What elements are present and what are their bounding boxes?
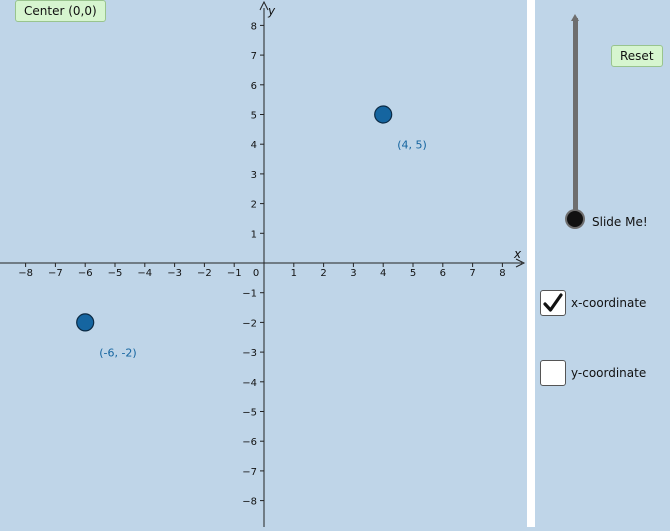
y-tick-label: −2 (242, 318, 257, 329)
x-tick-label: −4 (137, 268, 152, 279)
x-tick-label: −6 (78, 268, 93, 279)
slider-handle[interactable] (567, 211, 583, 227)
y-tick-label: 4 (251, 140, 257, 151)
y-axis-label: y (267, 4, 276, 18)
x-tick-label: −1 (227, 268, 242, 279)
x-tick-label: −7 (48, 268, 63, 279)
slider-track[interactable] (573, 18, 578, 220)
y-coordinate-label: y-coordinate (571, 366, 647, 380)
y-tick-label: −4 (242, 378, 257, 389)
x-tick-label: −8 (18, 268, 33, 279)
y-tick-label: 1 (251, 229, 257, 240)
point-1-label: (4, 5) (397, 139, 427, 152)
slider-arrow-icon (571, 14, 579, 21)
slider-label: Slide Me! (592, 215, 648, 229)
x-tick-label: 3 (350, 268, 356, 279)
point-1[interactable] (374, 105, 393, 124)
x-tick-label: −5 (108, 268, 123, 279)
x-tick-label: −3 (167, 268, 182, 279)
y-tick-label: 7 (251, 51, 257, 62)
side-panel: Reset Slide Me! x-coordinate y-coordinat… (535, 0, 670, 527)
x-tick-label: 4 (380, 268, 386, 279)
y-tick-label: 5 (251, 111, 257, 122)
y-tick-label: −3 (242, 348, 257, 359)
y-tick-label: −5 (242, 408, 257, 419)
x-tick-label: 5 (410, 268, 416, 279)
x-axis-arrow-icon (515, 258, 526, 268)
x-tick-label: 1 (291, 268, 297, 279)
check-icon (543, 293, 563, 312)
x-tick-label: 6 (440, 268, 446, 279)
y-tick-label: −1 (242, 289, 257, 300)
x-tick-label: 8 (499, 268, 505, 279)
y-axis-arrow-icon (259, 0, 269, 11)
x-axis-label: x (513, 247, 522, 261)
point-2[interactable] (76, 313, 95, 332)
coordinate-plane[interactable]: x y −8 −7 −6 −5 −4 −3 −2 −1 1 2 3 4 5 6 7 8 8 7 6 5 4 3 2 1 −1 −2 −… (0, 0, 527, 527)
reset-button[interactable]: Reset (611, 45, 663, 67)
point-2-label: (-6, -2) (99, 346, 137, 359)
y-tick-label: 8 (251, 21, 257, 32)
origin-label: 0 (253, 268, 259, 279)
graphics-view[interactable]: x y −8 −7 −6 −5 −4 −3 −2 −1 1 2 3 4 5 6 7 8 8 7 6 5 4 3 2 1 −1 −2 −… (0, 0, 527, 527)
panel-divider[interactable] (527, 0, 535, 527)
y-tick-label: −8 (242, 497, 257, 508)
x-tick-label: 7 (469, 268, 475, 279)
y-coordinate-checkbox[interactable] (540, 360, 566, 386)
center-button[interactable]: Center (0,0) (15, 0, 106, 22)
y-tick-label: −7 (242, 467, 257, 478)
y-tick-label: −6 (242, 437, 257, 448)
x-coordinate-label: x-coordinate (571, 296, 647, 310)
y-tick-label: 3 (251, 170, 257, 181)
y-tick-label: 6 (251, 81, 257, 92)
x-coordinate-checkbox[interactable] (540, 290, 566, 316)
x-tick-label: 2 (320, 268, 326, 279)
y-tick-label: 2 (251, 200, 257, 211)
x-tick-label: −2 (197, 268, 212, 279)
